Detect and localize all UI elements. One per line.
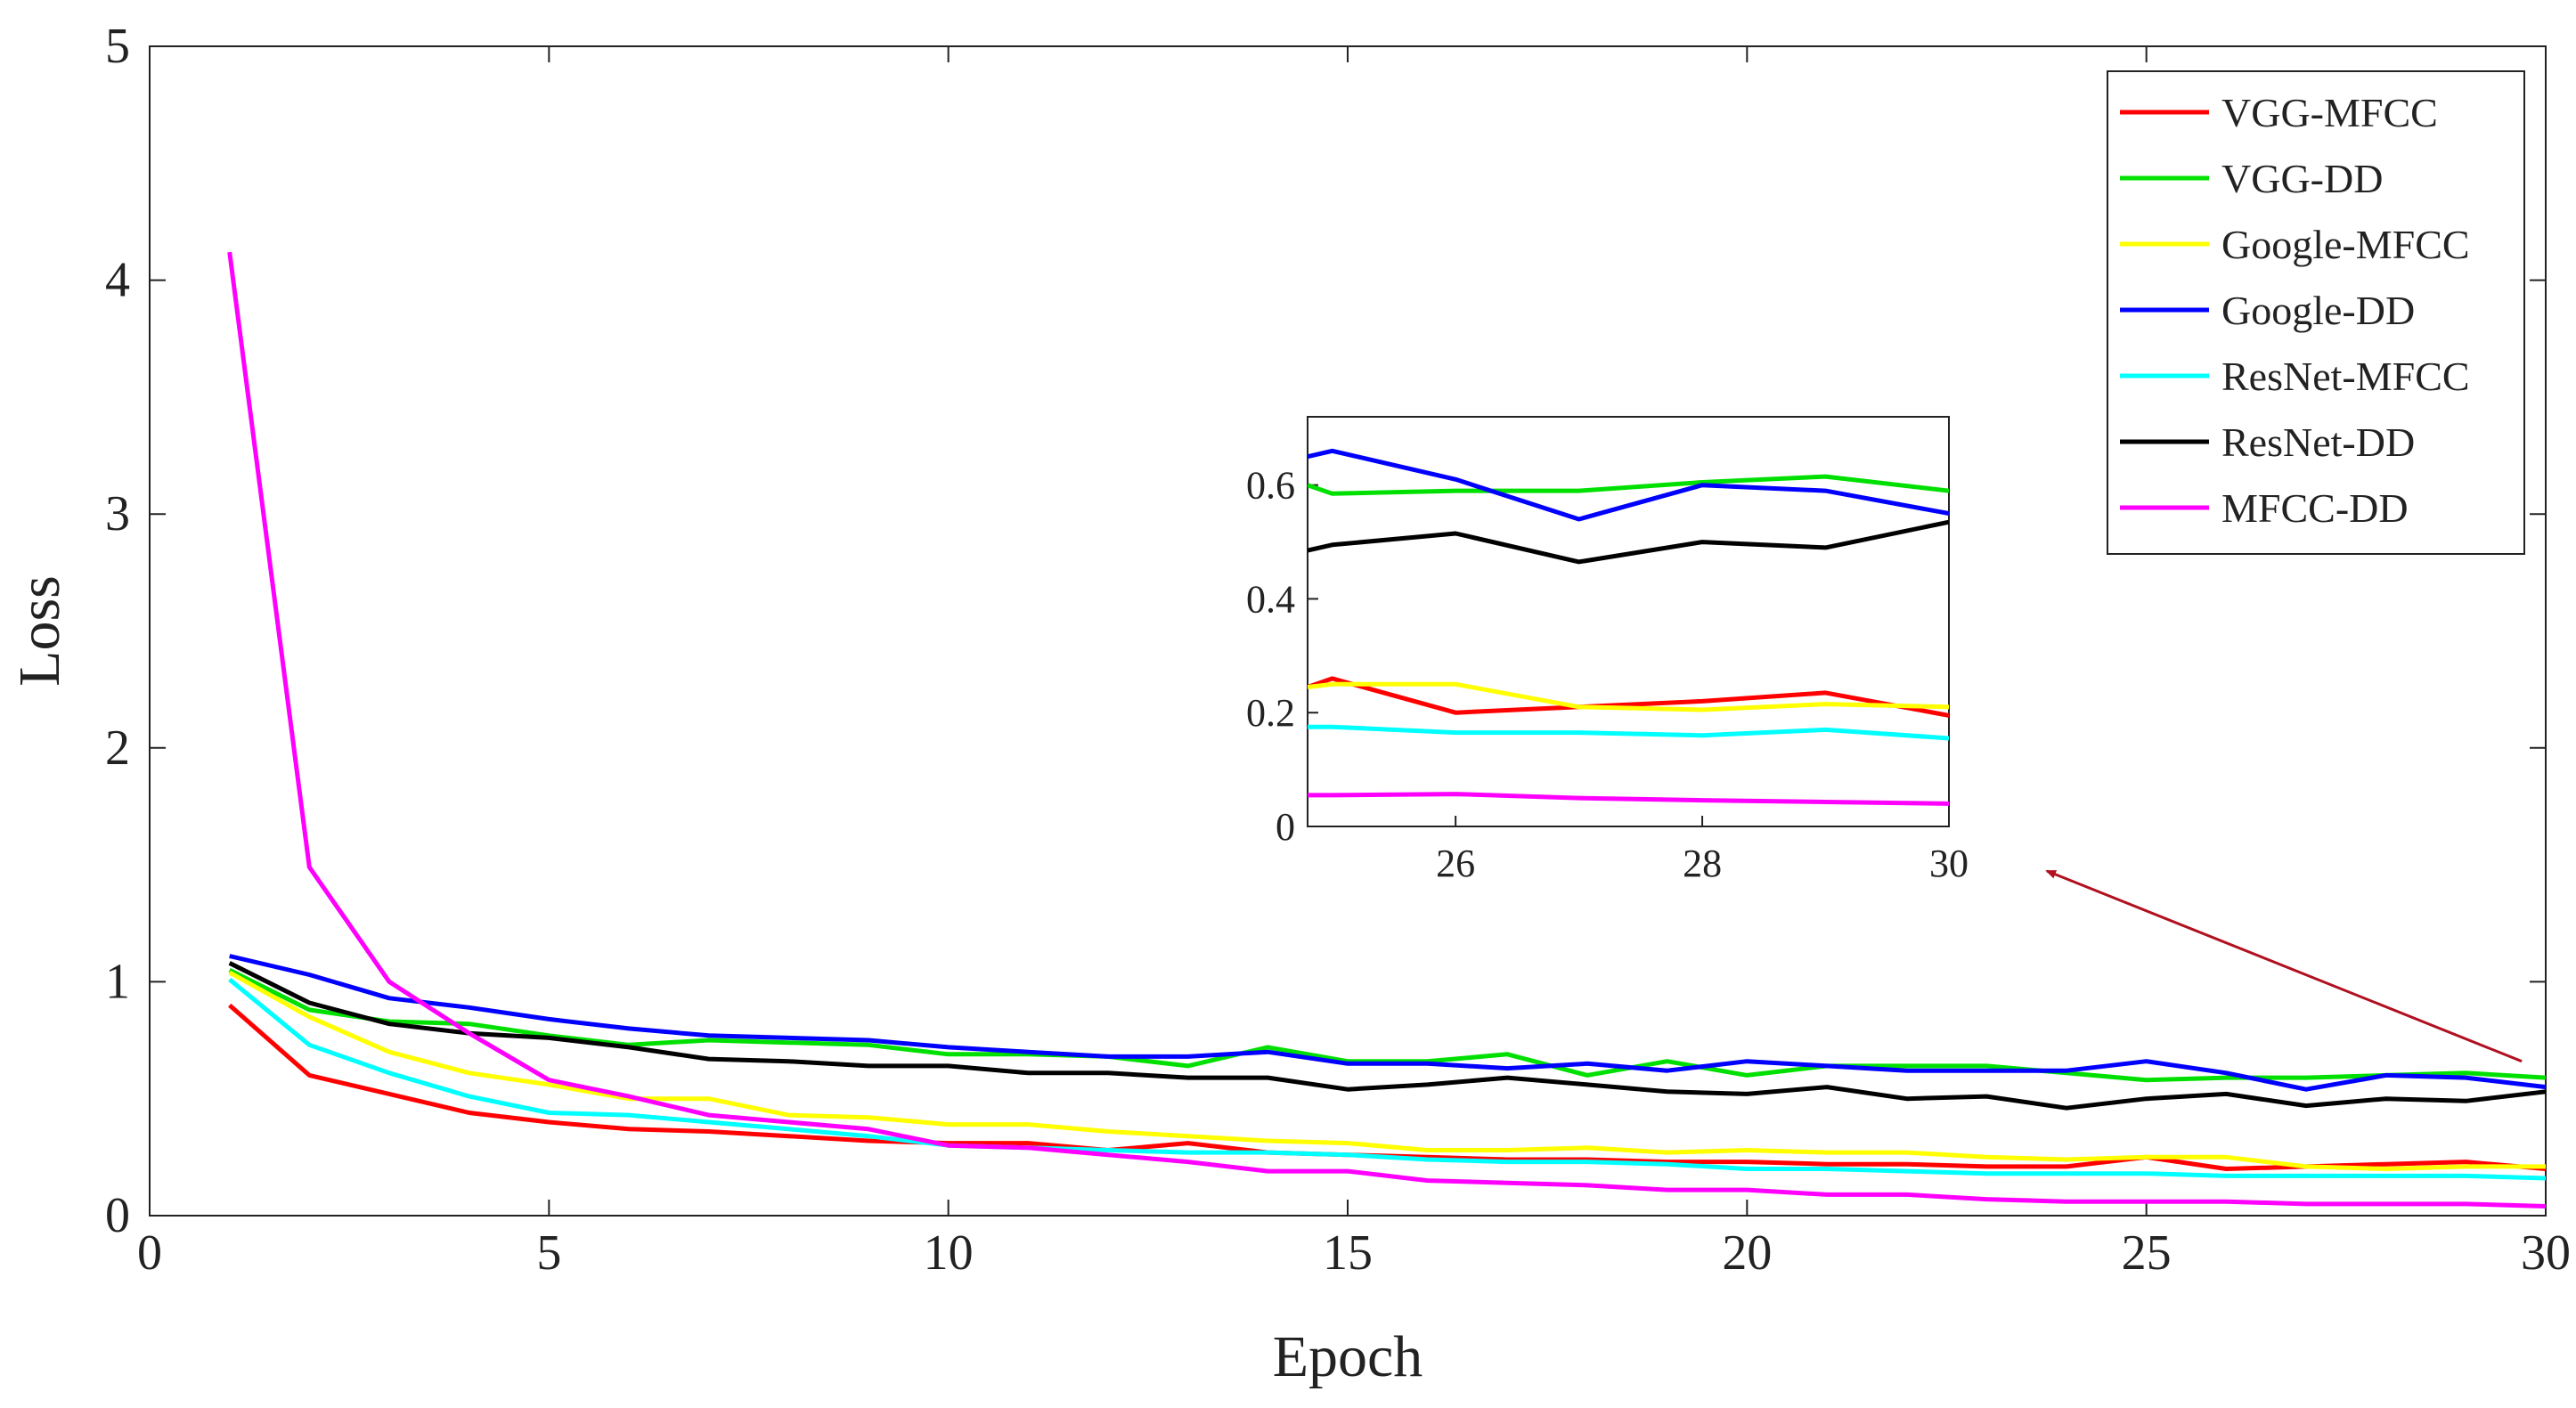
- inset-plot: 26 28 30 0 0.2 0.4 0.6: [1246, 416, 1969, 885]
- series-line-google-mfcc: [228, 970, 2546, 1171]
- y-tick-label: 2: [105, 720, 130, 776]
- legend-label-resnet-dd: ResNet-DD: [2221, 419, 2415, 465]
- series-line-resnet-dd: [228, 961, 2547, 1111]
- x-tick-label: 15: [1323, 1225, 1373, 1281]
- series-line-resnet-mfcc: [228, 977, 2547, 1181]
- series-line-mfcc-dd: [227, 251, 2547, 1209]
- inset-x-tick-label: 26: [1436, 842, 1475, 885]
- inset-series-line-google-mfcc: [1308, 681, 1949, 712]
- inset-y-tick-label: 0: [1276, 805, 1295, 849]
- legend-label-mfcc-dd: MFCC-DD: [2221, 485, 2409, 531]
- inset-lines: [1308, 448, 1949, 806]
- y-tick-label: 3: [105, 486, 130, 541]
- x-tick-label: 20: [1722, 1225, 1772, 1281]
- inset-y-tick-label: 0.4: [1246, 577, 1295, 621]
- x-tick-label: 5: [536, 1225, 561, 1281]
- series-line-google-dd: [229, 954, 2547, 1092]
- legend: VGG-MFCC VGG-DD Google-MFCC Google-DD ResNet…: [2107, 70, 2525, 555]
- y-tick-label: 1: [105, 954, 130, 1009]
- inset-frame: [1307, 416, 1950, 827]
- x-tick-label: 30: [2521, 1225, 2571, 1281]
- inset-y-tick-label: 0.2: [1246, 691, 1295, 735]
- inset-y-tick-label: 0.6: [1246, 464, 1295, 508]
- y-tick-label: 5: [105, 19, 130, 74]
- legend-label-google-mfcc: Google-MFCC: [2221, 222, 2470, 267]
- legend-label-vgg-mfcc: VGG-MFCC: [2221, 90, 2438, 135]
- legend-label-vgg-dd: VGG-DD: [2221, 156, 2383, 201]
- y-axis-label: Loss: [7, 575, 72, 687]
- annotation-layer: [2045, 869, 2523, 1063]
- inset-series-line-resnet-mfcc: [1308, 724, 1949, 741]
- x-axis-label: Epoch: [1273, 1324, 1423, 1389]
- y-tick-label: 4: [105, 253, 130, 308]
- annotation-arrow: [2045, 869, 2523, 1063]
- inset-x-tick-label: 28: [1683, 842, 1722, 885]
- series-line-vgg-dd: [228, 968, 2547, 1083]
- inset-series-line-resnet-dd: [1308, 519, 1949, 565]
- legend-label-google-dd: Google-DD: [2221, 288, 2415, 333]
- inset-series-line-mfcc-dd: [1308, 792, 1949, 806]
- legend-box: [2107, 70, 2525, 555]
- inset-series-line-google-dd: [1308, 448, 1949, 522]
- inset-series-line-vgg-dd: [1308, 474, 1949, 496]
- inset-x-tick-label: 30: [1929, 842, 1969, 885]
- x-tick-label: 10: [924, 1225, 974, 1281]
- y-tick-label: 0: [105, 1188, 130, 1243]
- x-tick-label: 0: [137, 1225, 162, 1281]
- x-tick-label: 25: [2122, 1225, 2172, 1281]
- legend-label-resnet-mfcc: ResNet-MFCC: [2221, 354, 2470, 399]
